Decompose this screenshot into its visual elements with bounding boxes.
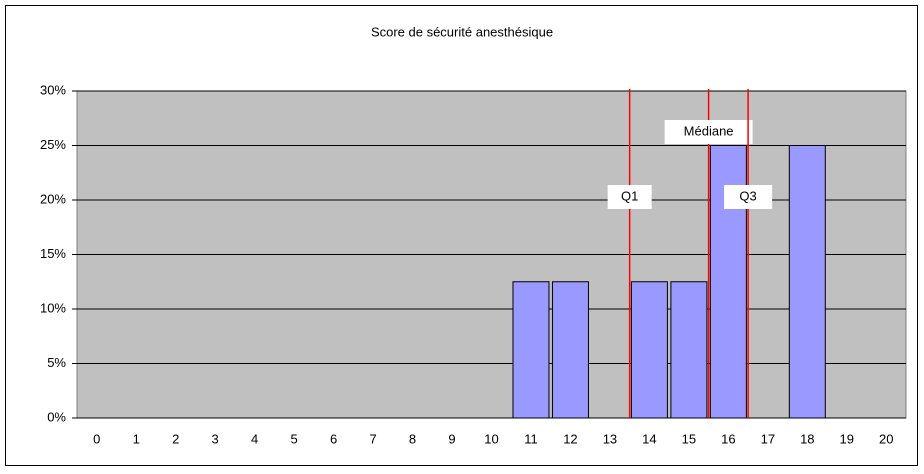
x-tick-label: 14 [642, 431, 656, 446]
x-tick-label: 5 [291, 431, 298, 446]
x-tick-label: 18 [800, 431, 814, 446]
x-tick-label: 1 [133, 431, 140, 446]
x-tick-label: 0 [93, 431, 100, 446]
y-tick-label: 0% [47, 409, 66, 424]
x-tick-label: 4 [251, 431, 258, 446]
bar [512, 281, 550, 419]
y-tick-label: 30% [40, 82, 66, 97]
marker-label-box [607, 185, 652, 209]
marker-label: Q3 [739, 188, 756, 203]
chart-title: Score de sécurité anesthésique [371, 24, 553, 39]
x-tick-label: 6 [330, 431, 337, 446]
y-tick-label: 15% [40, 246, 66, 261]
x-tick-label: 8 [409, 431, 416, 446]
x-tick-label: 20 [879, 431, 893, 446]
y-tick-label: 10% [40, 300, 66, 315]
x-tick-label: 15 [682, 431, 696, 446]
marker-label: Médiane [684, 123, 734, 138]
marker-label: Q1 [621, 188, 638, 203]
x-tick-label: 7 [369, 431, 376, 446]
bar [788, 145, 826, 419]
bar [551, 281, 589, 419]
bar [670, 281, 708, 419]
x-tick-label: 13 [603, 431, 617, 446]
marker-label-box [724, 185, 773, 209]
y-tick-label: 20% [40, 191, 66, 206]
marker-label-box [664, 120, 753, 144]
x-tick-label: 2 [172, 431, 179, 446]
x-tick-label: 3 [212, 431, 219, 446]
x-tick-label: 19 [840, 431, 854, 446]
x-tick-label: 9 [448, 431, 455, 446]
y-tick-label: 25% [40, 137, 66, 152]
x-tick-label: 12 [563, 431, 577, 446]
bar [630, 281, 668, 419]
y-tick-label: 5% [47, 355, 66, 370]
x-tick-label: 17 [761, 431, 775, 446]
x-tick-label: 10 [484, 431, 498, 446]
x-tick-label: 16 [721, 431, 735, 446]
x-tick-label: 11 [524, 431, 538, 446]
